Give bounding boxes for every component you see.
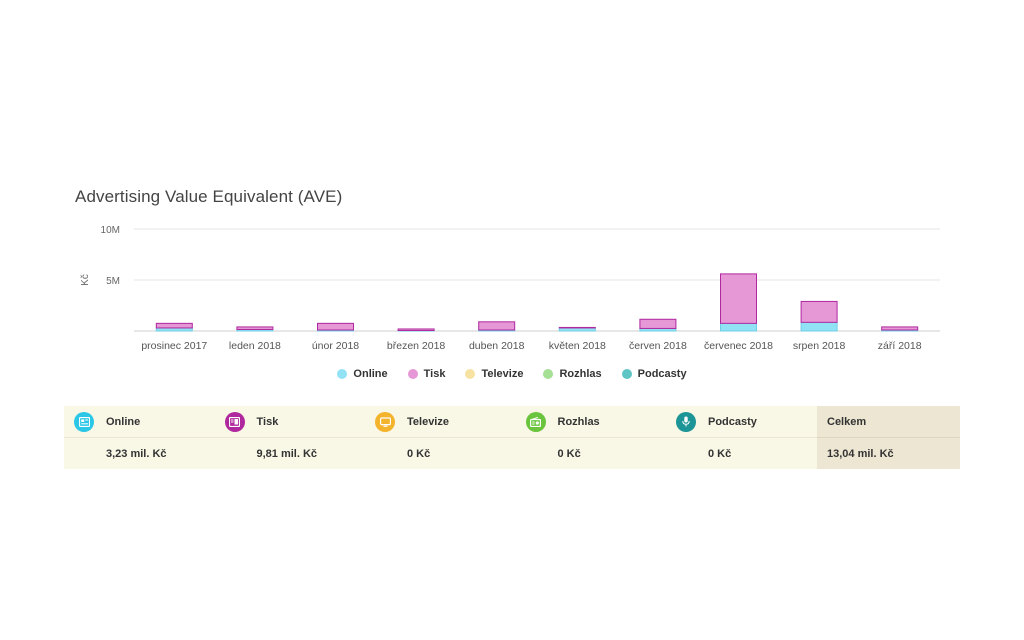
- bar-tisk: [800, 300, 838, 323]
- microphone-icon: [676, 411, 696, 432]
- x-tick-label: červenec 2018: [704, 340, 773, 352]
- tv-icon: [375, 411, 395, 432]
- summary-col-televize: Televize 0 Kč: [365, 406, 516, 469]
- legend-dot: [543, 369, 554, 379]
- x-tick-label: květen 2018: [549, 340, 606, 352]
- x-tick-label: prosinec 2017: [141, 340, 207, 352]
- summary-label-podcasty: Podcasty: [708, 415, 757, 428]
- bar-tisk: [720, 273, 757, 324]
- x-tick-label: červen 2018: [629, 340, 687, 352]
- bar-tisk: [397, 328, 435, 331]
- bar-tisk: [155, 322, 193, 329]
- legend-item-televize[interactable]: Televize: [465, 368, 523, 380]
- bar-tisk: [236, 326, 274, 330]
- summary-value-online: 3,23 mil. Kč: [106, 447, 167, 460]
- bar-online: [800, 321, 838, 332]
- summary-col-total: Celkem 13,04 mil. Kč: [817, 406, 960, 469]
- legend-item-tisk[interactable]: Tisk: [407, 368, 446, 380]
- summary-value-total: 13,04 mil. Kč: [827, 447, 894, 460]
- y-tick-label: 5M: [106, 276, 120, 287]
- summary-value-televize: 0 Kč: [407, 447, 431, 460]
- y-tick-label: 10M: [101, 225, 120, 236]
- chart-legend: Online Tisk Televize Rozhlas Podcasty: [0, 368, 1024, 380]
- news-icon: [74, 411, 94, 432]
- summary-col-online: Online 3,23 mil. Kč: [64, 406, 215, 469]
- summary-value-podcasty: 0 Kč: [708, 447, 732, 460]
- summary-label-tisk: Tisk: [256, 415, 279, 428]
- summary-label-rozhlas: Rozhlas: [557, 415, 600, 428]
- summary-label-online: Online: [106, 415, 141, 428]
- summary-value-rozhlas: 0 Kč: [557, 447, 581, 460]
- summary-value-tisk: 9,81 mil. Kč: [256, 447, 318, 460]
- ave-bar-chart: 5M 10M Kč prosinec 2017 leden 2018 únor 2018 b…: [80, 225, 940, 352]
- legend-dot: [407, 369, 418, 379]
- x-tick-label: duben 2018: [469, 340, 525, 352]
- summary-col-podcasty: Podcasty 0 Kč: [666, 406, 817, 469]
- legend-label: Online: [353, 368, 388, 380]
- legend-label: Tisk: [423, 368, 446, 380]
- bar-tisk: [881, 326, 919, 331]
- x-tick-label: únor 2018: [312, 340, 359, 352]
- y-axis-title: Kč: [80, 274, 91, 286]
- radio-icon: [525, 411, 546, 432]
- x-tick-label: srpen 2018: [793, 340, 846, 352]
- summary-label-total: Celkem: [827, 415, 867, 428]
- bar-online: [720, 322, 757, 332]
- bar-tisk: [478, 321, 516, 331]
- summary-col-tisk: Tisk 9,81 mil. Kč: [214, 406, 365, 469]
- legend-label: Televize: [481, 368, 524, 380]
- legend-item-podcasty[interactable]: Podcasty: [621, 368, 687, 380]
- x-tick-label: leden 2018: [229, 340, 281, 352]
- legend-dot: [337, 369, 348, 379]
- x-tick-label: září 2018: [878, 340, 922, 352]
- legend-item-rozhlas[interactable]: Rozhlas: [543, 368, 602, 380]
- chart-title: Advertising Value Equivalent (AVE): [75, 187, 343, 206]
- bar-tisk: [558, 326, 596, 329]
- x-tick-label: březen 2018: [387, 340, 446, 352]
- bar-tisk: [317, 322, 354, 331]
- summary-table: Online 3,23 mil. Kč Tisk 9,81 mil. Kč Te…: [64, 406, 960, 469]
- legend-item-online[interactable]: Online: [337, 368, 388, 380]
- legend-label: Rozhlas: [559, 368, 602, 380]
- bar-tisk: [639, 318, 677, 329]
- legend-dot: [621, 369, 632, 379]
- summary-col-rozhlas: Rozhlas 0 Kč: [515, 406, 666, 469]
- legend-label: Podcasty: [637, 368, 687, 380]
- newspaper-icon: [224, 411, 245, 432]
- summary-label-televize: Televize: [407, 415, 449, 428]
- legend-dot: [465, 369, 476, 379]
